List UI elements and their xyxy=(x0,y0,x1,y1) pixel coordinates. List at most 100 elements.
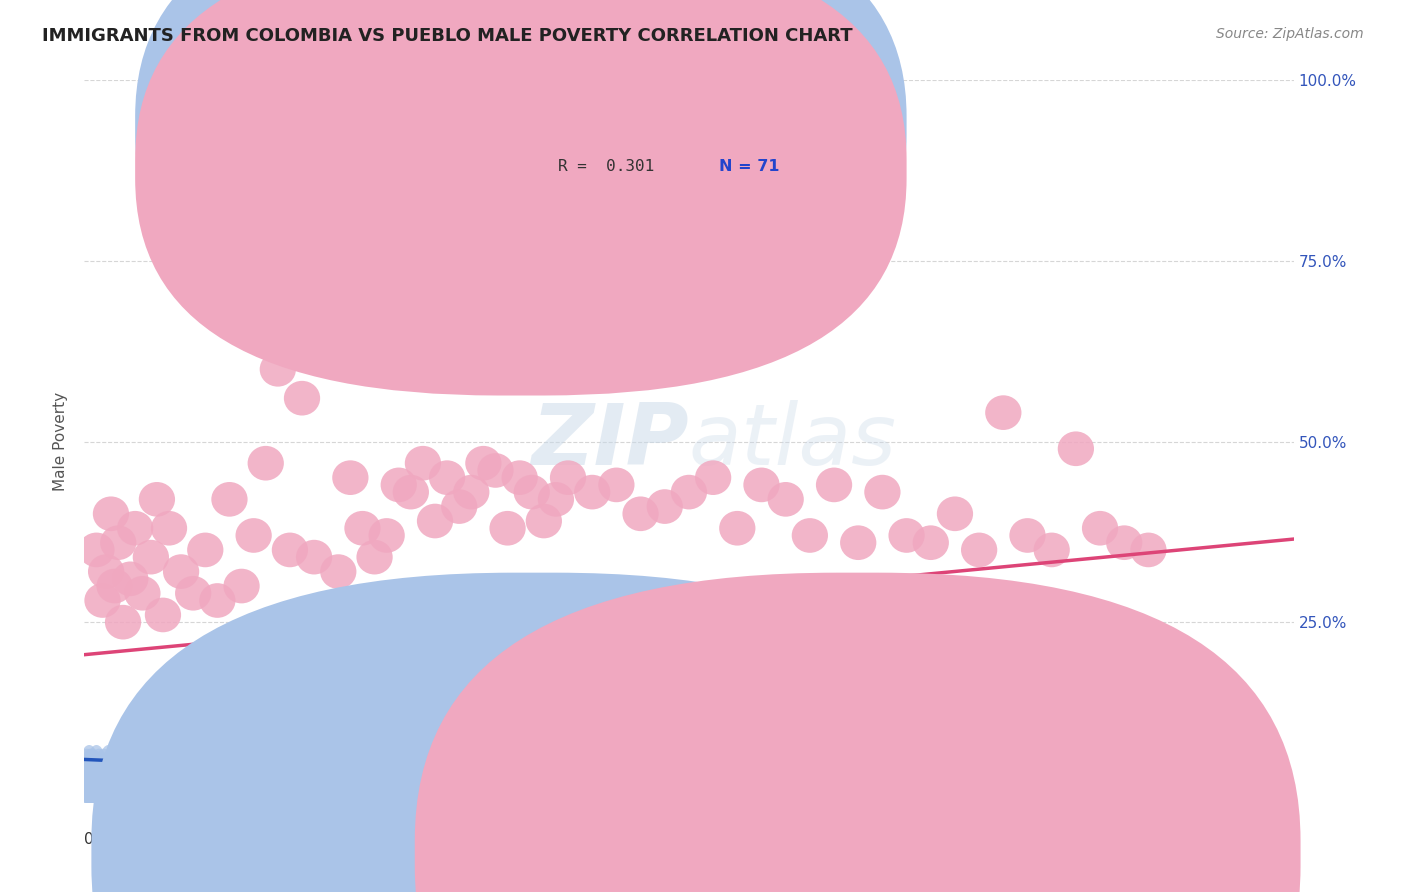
Ellipse shape xyxy=(623,497,659,531)
Ellipse shape xyxy=(93,767,107,789)
Text: N = 77: N = 77 xyxy=(720,116,780,131)
Ellipse shape xyxy=(200,583,236,618)
Ellipse shape xyxy=(80,778,96,799)
Ellipse shape xyxy=(1083,511,1118,546)
Ellipse shape xyxy=(117,511,153,546)
Ellipse shape xyxy=(103,756,117,778)
Ellipse shape xyxy=(1057,432,1094,467)
Ellipse shape xyxy=(87,762,101,783)
Ellipse shape xyxy=(574,475,610,509)
Ellipse shape xyxy=(80,774,94,796)
Ellipse shape xyxy=(86,759,100,781)
Ellipse shape xyxy=(79,756,93,778)
Ellipse shape xyxy=(108,759,124,781)
Ellipse shape xyxy=(145,598,181,632)
Ellipse shape xyxy=(105,748,120,771)
Ellipse shape xyxy=(441,489,478,524)
Ellipse shape xyxy=(91,774,105,796)
Ellipse shape xyxy=(936,497,973,531)
Ellipse shape xyxy=(224,569,260,603)
Ellipse shape xyxy=(187,533,224,567)
Ellipse shape xyxy=(93,497,129,531)
Ellipse shape xyxy=(87,785,101,806)
Text: 100.0%: 100.0% xyxy=(1236,831,1294,847)
Ellipse shape xyxy=(129,745,143,767)
Text: atlas: atlas xyxy=(689,400,897,483)
Y-axis label: Male Poverty: Male Poverty xyxy=(53,392,69,491)
Ellipse shape xyxy=(115,748,129,771)
Ellipse shape xyxy=(90,776,105,797)
Ellipse shape xyxy=(100,763,115,785)
Ellipse shape xyxy=(125,741,141,763)
Ellipse shape xyxy=(308,294,344,329)
Ellipse shape xyxy=(1010,518,1046,553)
Ellipse shape xyxy=(97,569,132,603)
Text: R =  0.301: R = 0.301 xyxy=(558,159,655,174)
Ellipse shape xyxy=(89,554,124,589)
Ellipse shape xyxy=(792,518,828,553)
Ellipse shape xyxy=(86,772,100,793)
Ellipse shape xyxy=(104,752,118,774)
Ellipse shape xyxy=(83,774,97,796)
Ellipse shape xyxy=(150,511,187,546)
Ellipse shape xyxy=(124,576,160,611)
Ellipse shape xyxy=(80,759,94,781)
Ellipse shape xyxy=(132,748,146,771)
Ellipse shape xyxy=(260,352,297,386)
Ellipse shape xyxy=(111,752,125,774)
Text: R = -0.235: R = -0.235 xyxy=(558,116,655,131)
Ellipse shape xyxy=(80,752,96,774)
Ellipse shape xyxy=(89,752,103,774)
Ellipse shape xyxy=(94,756,108,778)
Text: N = 71: N = 71 xyxy=(720,159,780,174)
Text: Immigrants from Colombia: Immigrants from Colombia xyxy=(562,847,768,861)
Ellipse shape xyxy=(453,475,489,509)
FancyBboxPatch shape xyxy=(478,98,846,189)
Ellipse shape xyxy=(1033,533,1070,567)
Ellipse shape xyxy=(550,460,586,495)
Ellipse shape xyxy=(82,771,97,792)
Ellipse shape xyxy=(344,511,381,546)
Text: 0.0%: 0.0% xyxy=(84,831,124,847)
Ellipse shape xyxy=(271,533,308,567)
Ellipse shape xyxy=(162,741,176,763)
Ellipse shape xyxy=(321,554,357,589)
Ellipse shape xyxy=(526,504,562,539)
Ellipse shape xyxy=(149,752,165,774)
Ellipse shape xyxy=(381,467,418,502)
Ellipse shape xyxy=(368,518,405,553)
Ellipse shape xyxy=(465,446,502,481)
Ellipse shape xyxy=(80,785,96,806)
Ellipse shape xyxy=(186,745,201,767)
Ellipse shape xyxy=(478,453,513,488)
Ellipse shape xyxy=(112,561,149,596)
Ellipse shape xyxy=(100,525,136,560)
Ellipse shape xyxy=(163,554,200,589)
Ellipse shape xyxy=(79,533,115,567)
Ellipse shape xyxy=(647,489,683,524)
Ellipse shape xyxy=(84,763,98,785)
Ellipse shape xyxy=(236,518,271,553)
Ellipse shape xyxy=(574,157,610,192)
Text: IMMIGRANTS FROM COLOMBIA VS PUEBLO MALE POVERTY CORRELATION CHART: IMMIGRANTS FROM COLOMBIA VS PUEBLO MALE … xyxy=(42,27,853,45)
Ellipse shape xyxy=(86,748,100,771)
Ellipse shape xyxy=(101,745,115,767)
Ellipse shape xyxy=(82,781,97,803)
Ellipse shape xyxy=(89,764,103,786)
Ellipse shape xyxy=(247,446,284,481)
Ellipse shape xyxy=(986,395,1022,430)
Ellipse shape xyxy=(865,475,901,509)
Ellipse shape xyxy=(912,525,949,560)
Ellipse shape xyxy=(167,748,183,771)
Ellipse shape xyxy=(91,748,105,771)
Text: Source: ZipAtlas.com: Source: ZipAtlas.com xyxy=(1216,27,1364,41)
Text: ZIP: ZIP xyxy=(531,400,689,483)
Ellipse shape xyxy=(695,460,731,495)
Ellipse shape xyxy=(139,482,176,516)
Ellipse shape xyxy=(295,540,332,574)
Ellipse shape xyxy=(87,774,101,796)
Ellipse shape xyxy=(93,752,107,774)
Ellipse shape xyxy=(211,482,247,516)
Ellipse shape xyxy=(83,748,97,771)
Ellipse shape xyxy=(114,745,128,767)
